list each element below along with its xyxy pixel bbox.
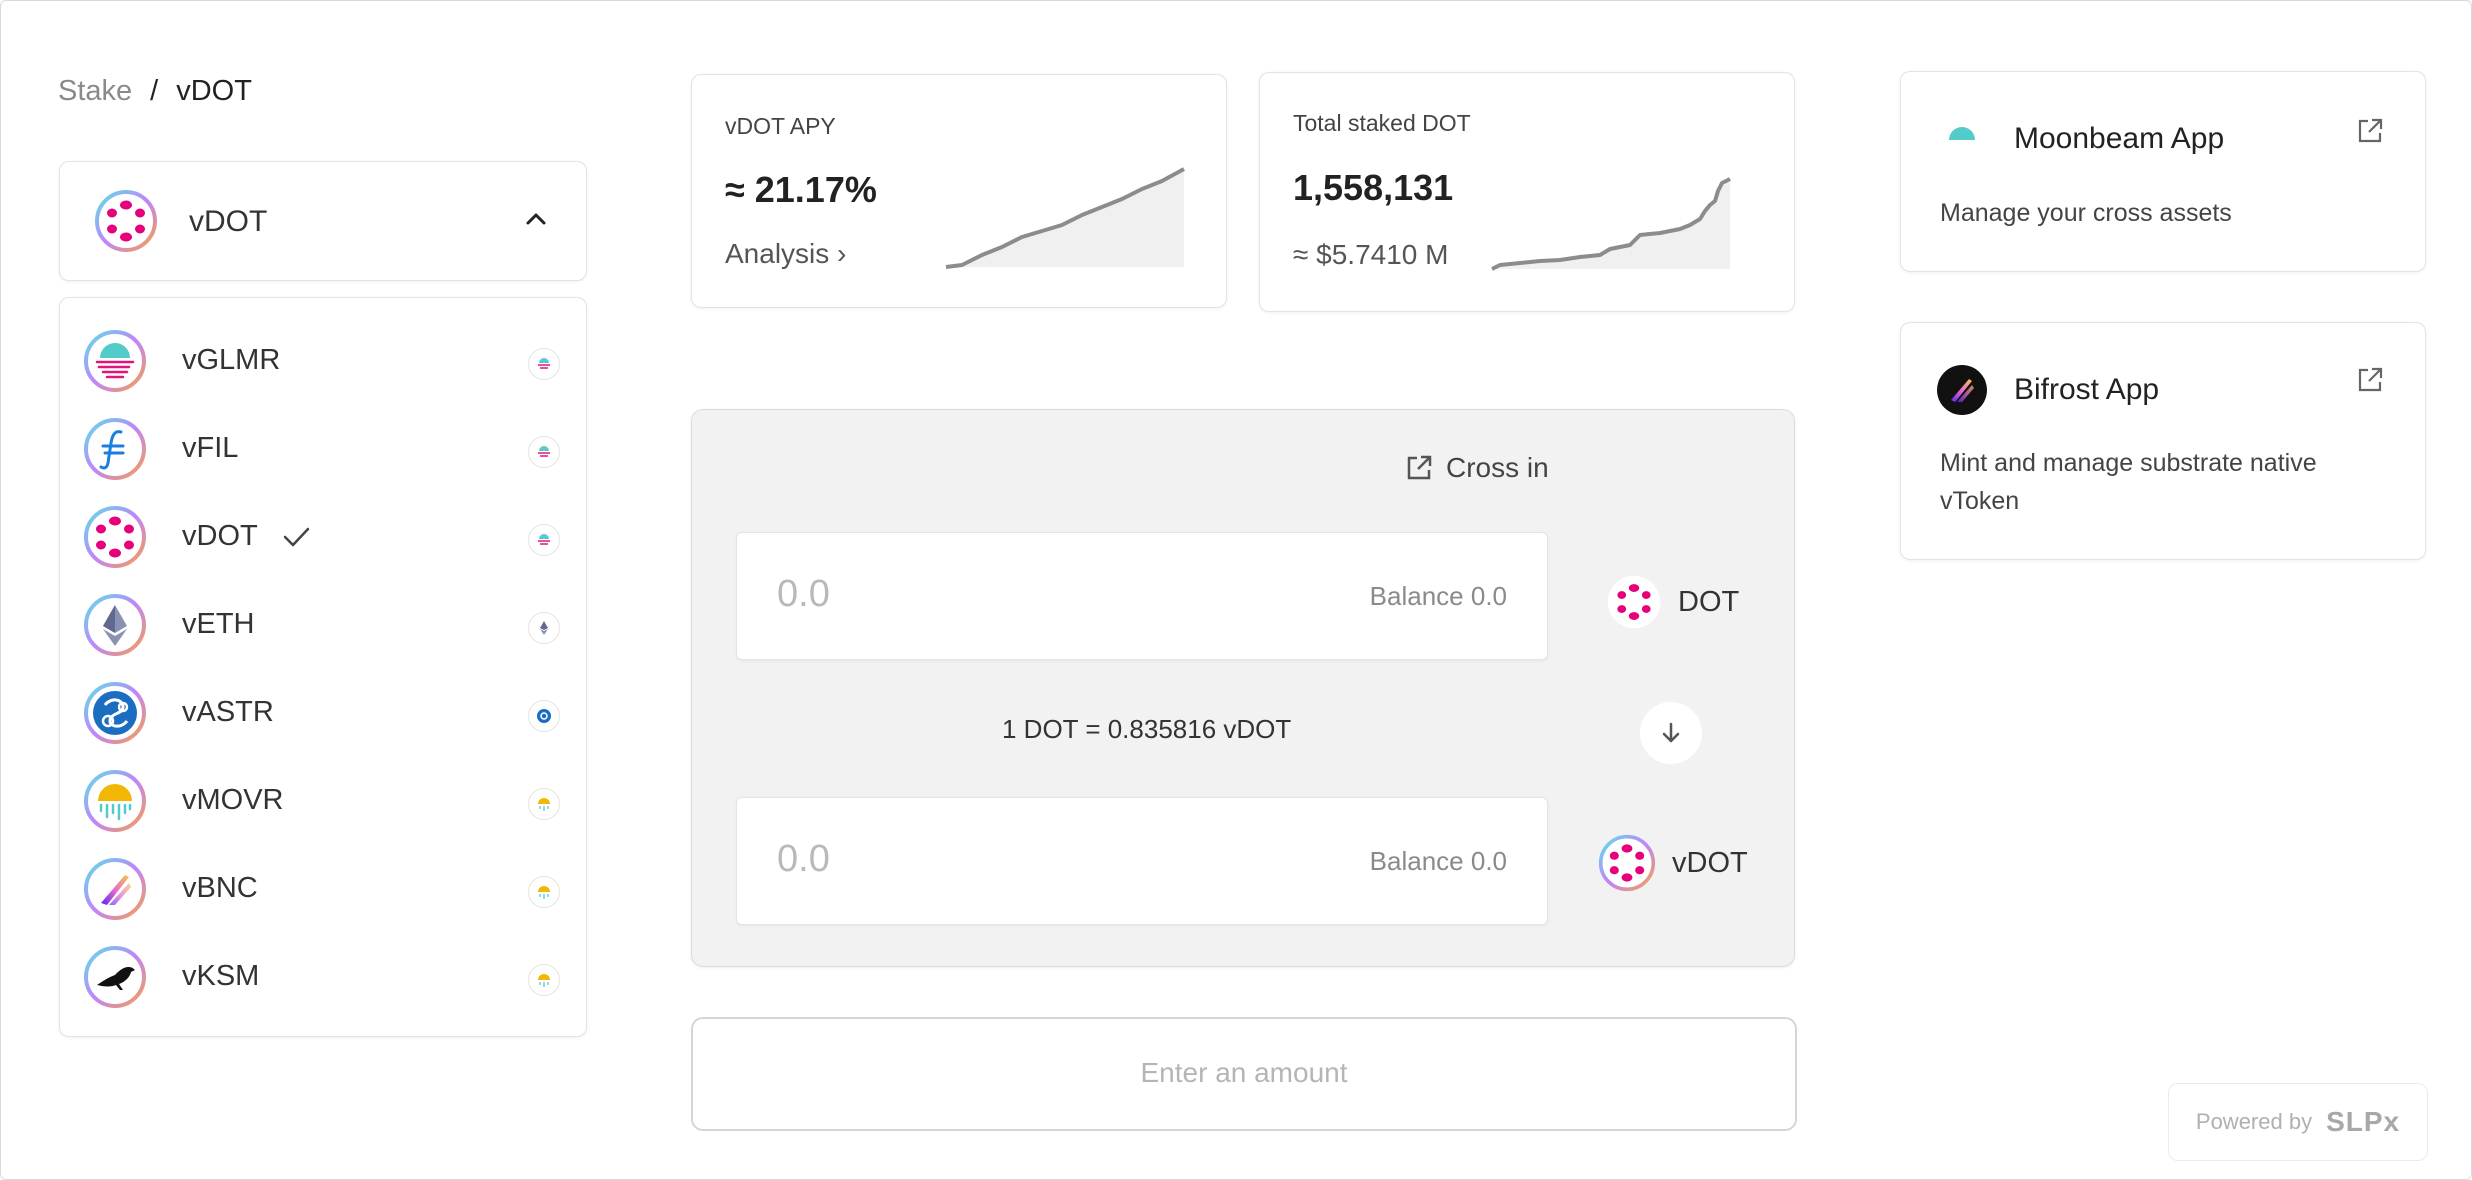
apy-title: vDOT APY xyxy=(725,113,836,139)
token-option-vglmr[interactable]: vGLMR xyxy=(60,320,586,400)
token-option-label: vFIL xyxy=(182,432,239,464)
to-amount-value: 0.0 xyxy=(777,838,830,880)
breadcrumb-stake-link[interactable]: Stake xyxy=(58,75,133,107)
token-option-vfil[interactable]: vFIL xyxy=(60,408,586,488)
bifrost-icon xyxy=(84,858,146,920)
moonbeam-icon xyxy=(528,524,560,556)
polkadot-icon xyxy=(95,190,157,252)
glmr-icon xyxy=(84,330,146,392)
moonbeam-app-description: Manage your cross assets xyxy=(1940,199,2232,227)
external-link-icon[interactable] xyxy=(2355,116,2385,146)
bifrost-app-card[interactable]: Bifrost App Mint and manage substrate na… xyxy=(1900,322,2426,560)
token-option-vksm[interactable]: vKSM xyxy=(60,936,586,1016)
enter-amount-button[interactable]: Enter an amount xyxy=(691,1017,1797,1131)
apy-card: vDOT APY ≈ 21.17% Analysis › xyxy=(691,74,1227,308)
external-link-icon xyxy=(1407,455,1432,480)
from-amount-input[interactable]: 0.0 Balance 0.0 xyxy=(736,532,1548,660)
token-option-veth[interactable]: vETH xyxy=(60,584,586,664)
moonbeam-icon xyxy=(528,436,560,468)
total-staked-value: 1,558,131 xyxy=(1293,167,1454,208)
polkadot-icon xyxy=(1607,575,1661,629)
cross-in-label: Cross in xyxy=(1446,452,1549,483)
powered-by-label: Powered by xyxy=(2195,1109,2313,1134)
moonriver-icon xyxy=(84,770,146,832)
apy-sparkline xyxy=(945,167,1185,269)
bifrost-icon xyxy=(1937,365,1987,415)
astar-icon xyxy=(528,700,560,732)
ethereum-icon xyxy=(528,612,560,644)
kusama-icon xyxy=(84,946,146,1008)
analysis-link[interactable]: Analysis › xyxy=(725,238,847,269)
filecoin-icon xyxy=(84,418,146,480)
total-staked-card: Total staked DOT 1,558,131 ≈ $5.7410 M xyxy=(1259,72,1795,312)
from-token: DOT xyxy=(1606,574,1739,630)
arrow-down-icon xyxy=(1662,722,1680,743)
staked-sparkline xyxy=(1491,177,1731,271)
token-option-label: vASTR xyxy=(182,696,274,728)
total-staked-usd: ≈ $5.7410 M xyxy=(1293,239,1449,270)
moonriver-icon xyxy=(528,788,560,820)
to-token: vDOT xyxy=(1598,834,1748,892)
to-token-label: vDOT xyxy=(1672,846,1748,879)
token-option-vbnc[interactable]: vBNC xyxy=(60,848,586,928)
astar-icon xyxy=(84,682,146,744)
ethereum-icon xyxy=(84,594,146,656)
token-option-label: vDOT xyxy=(182,520,258,552)
powered-by-badge[interactable]: Powered by SLPx xyxy=(2168,1083,2428,1161)
slpx-logo-text: SLPx xyxy=(2326,1106,2401,1137)
token-option-vastr[interactable]: vASTR xyxy=(60,672,586,752)
from-balance: Balance 0.0 xyxy=(1369,581,1507,611)
breadcrumb-current: vDOT xyxy=(176,75,252,107)
moonbeam-app-name: Moonbeam App xyxy=(2014,122,2225,155)
moonbeam-app-card[interactable]: Moonbeam App Manage your cross assets xyxy=(1900,71,2426,272)
token-option-vmovr[interactable]: vMOVR xyxy=(60,760,586,840)
swap-direction-button[interactable] xyxy=(1640,702,1702,764)
external-link-icon[interactable] xyxy=(2355,365,2385,395)
token-dropdown: vGLMR vFIL vDOT xyxy=(59,297,587,1037)
bifrost-app-name: Bifrost App xyxy=(2014,373,2160,406)
polkadot-icon xyxy=(84,506,146,568)
enter-amount-label: Enter an amount xyxy=(1140,1057,1348,1088)
total-staked-title: Total staked DOT xyxy=(1293,110,1471,136)
moonbeam-icon xyxy=(1941,127,1983,161)
cross-in-link[interactable]: Cross in xyxy=(1404,452,1549,484)
from-token-label: DOT xyxy=(1678,585,1740,618)
token-option-vdot[interactable]: vDOT xyxy=(60,496,586,576)
polkadot-icon xyxy=(1598,834,1656,892)
moonriver-icon xyxy=(528,964,560,996)
to-balance: Balance 0.0 xyxy=(1369,846,1507,876)
checkmark-icon xyxy=(283,527,310,547)
token-option-label: vGLMR xyxy=(182,344,281,376)
bifrost-app-description: Mint and manage substrate native vToken xyxy=(1940,449,2317,515)
to-amount-input[interactable]: 0.0 Balance 0.0 xyxy=(736,797,1548,925)
moonriver-icon xyxy=(528,876,560,908)
chevron-up-icon[interactable] xyxy=(522,205,550,233)
token-option-label: vKSM xyxy=(182,960,260,992)
token-option-label: vETH xyxy=(182,608,255,640)
breadcrumb: Stake / vDOT xyxy=(58,75,252,108)
from-amount-value: 0.0 xyxy=(777,573,830,615)
token-option-label: vMOVR xyxy=(182,784,284,816)
moonbeam-icon xyxy=(528,348,560,380)
token-select[interactable]: vDOT xyxy=(59,161,587,281)
exchange-rate: 1 DOT = 0.835816 vDOT xyxy=(1002,714,1292,744)
swap-panel: Cross in 0.0 Balance 0.0 DOT 1 DOT = 0.8… xyxy=(691,409,1795,967)
selected-token-label: vDOT xyxy=(189,205,268,238)
token-option-label: vBNC xyxy=(182,872,258,904)
breadcrumb-separator: / xyxy=(150,75,159,107)
apy-value: ≈ 21.17% xyxy=(725,169,877,210)
